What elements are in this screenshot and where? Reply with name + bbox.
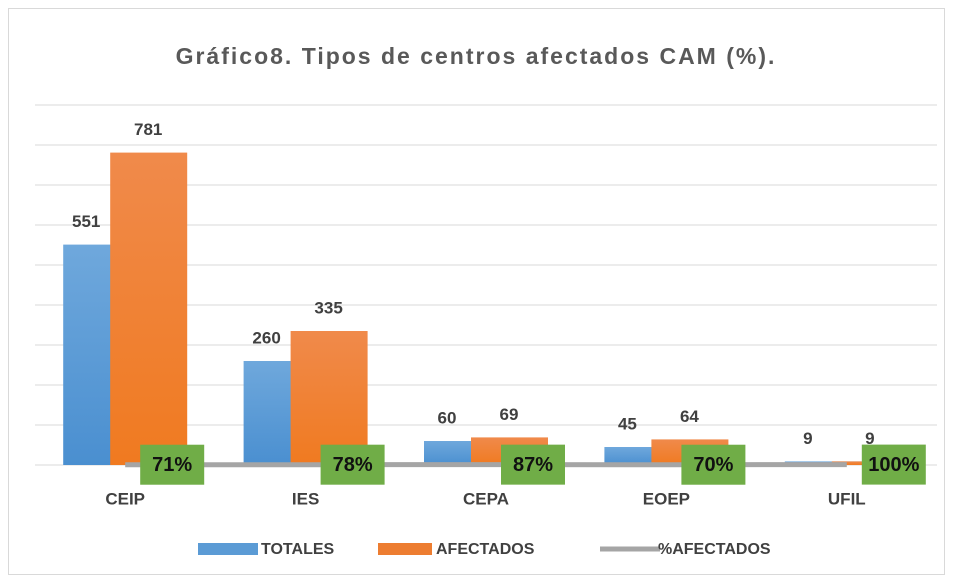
x-tick-label: CEIP <box>105 489 145 508</box>
data-label: 9 <box>865 429 874 448</box>
data-label: 64 <box>680 407 699 426</box>
data-label: 100% <box>868 454 919 476</box>
data-label-box <box>320 444 385 485</box>
legend-label: AFECTADOS <box>436 541 535 558</box>
bar <box>110 152 188 465</box>
chart-title: Gráfico8. Tipos de centros afectados CAM… <box>176 43 777 69</box>
data-label: 69 <box>500 405 519 424</box>
data-label: 45 <box>618 414 637 433</box>
data-label: 78% <box>333 454 373 476</box>
data-label: 551 <box>72 212 100 231</box>
data-label: 70% <box>693 454 733 476</box>
data-label-box <box>501 444 565 485</box>
data-label: 71% <box>152 454 192 476</box>
legend-swatch <box>198 543 258 555</box>
x-tick-label: CEPA <box>463 489 509 508</box>
x-tick-label: EOEP <box>643 489 690 508</box>
data-label: 9 <box>803 429 812 448</box>
legend-label: TOTALES <box>261 541 335 558</box>
data-label-box <box>140 444 205 485</box>
data-label-box <box>861 444 926 485</box>
data-label: 87% <box>513 454 553 476</box>
bar <box>290 331 368 465</box>
x-tick-label: IES <box>292 489 319 508</box>
data-label-box <box>681 444 746 485</box>
data-label: 260 <box>252 328 280 347</box>
data-label: 60 <box>438 408 457 427</box>
x-tick-label: UFIL <box>828 489 866 508</box>
legend-label: %AFECTADOS <box>658 541 771 558</box>
data-label: 335 <box>314 298 342 317</box>
legend-swatch <box>378 543 432 555</box>
data-label: 781 <box>134 120 162 139</box>
